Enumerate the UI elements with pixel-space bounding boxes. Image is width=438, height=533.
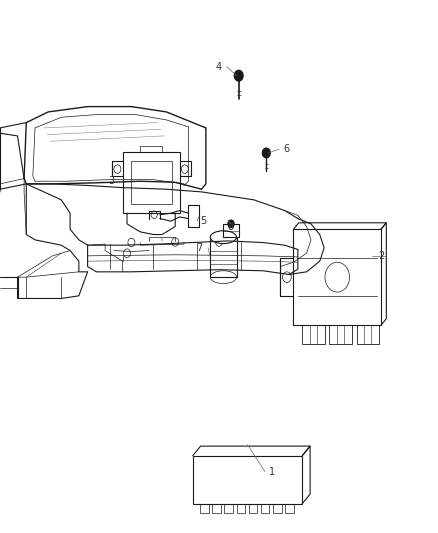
Circle shape	[234, 70, 243, 81]
Bar	[285, 504, 294, 513]
Text: 7: 7	[196, 243, 202, 253]
Circle shape	[228, 220, 234, 228]
Bar	[261, 504, 269, 513]
Text: 1: 1	[268, 467, 275, 477]
Bar	[131, 161, 172, 204]
Bar	[293, 229, 381, 325]
Bar	[224, 504, 233, 513]
Text: 5: 5	[201, 216, 207, 226]
Text: 3: 3	[109, 176, 115, 186]
Circle shape	[262, 148, 270, 158]
Bar	[123, 152, 180, 213]
Text: 2: 2	[378, 251, 384, 261]
Bar	[273, 504, 282, 513]
Bar	[140, 146, 162, 152]
Bar	[302, 325, 325, 344]
Bar	[357, 325, 379, 344]
Text: 6: 6	[284, 144, 290, 154]
Text: 4: 4	[216, 62, 222, 71]
Text: 8: 8	[227, 222, 233, 231]
Bar	[237, 504, 245, 513]
Bar	[249, 504, 257, 513]
Bar	[210, 237, 237, 277]
Bar	[223, 224, 239, 237]
Bar	[329, 325, 352, 344]
Bar	[212, 504, 221, 513]
Bar	[200, 504, 208, 513]
Bar	[193, 456, 302, 504]
Ellipse shape	[210, 231, 237, 244]
